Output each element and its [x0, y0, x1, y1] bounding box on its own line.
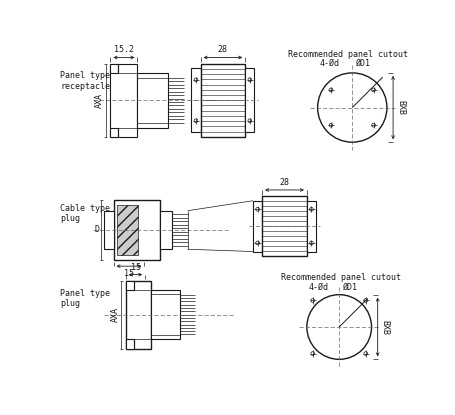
- Text: AXA: AXA: [95, 93, 104, 108]
- Text: 15.2: 15.2: [114, 45, 134, 54]
- Text: Recommended panel cutout: Recommended panel cutout: [288, 50, 408, 59]
- Bar: [113, 200, 159, 260]
- Text: 4-Ød: 4-Ød: [318, 59, 339, 68]
- Text: D: D: [94, 225, 99, 234]
- Bar: [191, 68, 200, 132]
- Bar: [306, 201, 315, 251]
- Bar: [126, 281, 150, 349]
- Bar: [200, 63, 245, 137]
- Bar: [137, 73, 168, 127]
- Bar: [110, 63, 137, 137]
- Bar: [159, 211, 172, 249]
- Bar: [116, 205, 138, 255]
- Text: ØD1: ØD1: [355, 59, 370, 68]
- Text: Panel type
receptacle: Panel type receptacle: [61, 71, 110, 91]
- Text: BXB: BXB: [395, 100, 404, 115]
- Text: 4-Ød: 4-Ød: [308, 282, 328, 291]
- Text: 28: 28: [217, 45, 228, 54]
- Text: BXB: BXB: [380, 320, 389, 334]
- Bar: [104, 211, 113, 249]
- Bar: [110, 127, 118, 137]
- Text: Recommended panel cutout: Recommended panel cutout: [280, 273, 400, 282]
- Text: 15: 15: [130, 263, 140, 271]
- Text: 28: 28: [279, 178, 289, 187]
- Text: Panel type
plug: Panel type plug: [61, 288, 110, 308]
- Bar: [262, 196, 306, 256]
- Text: Cable type
plug: Cable type plug: [61, 204, 110, 223]
- Bar: [126, 281, 133, 290]
- Text: AXA: AXA: [111, 307, 119, 322]
- Text: 15: 15: [124, 269, 134, 278]
- Bar: [253, 201, 262, 251]
- Bar: [150, 290, 179, 339]
- Bar: [245, 68, 254, 132]
- Bar: [110, 63, 118, 73]
- Bar: [126, 339, 133, 349]
- Text: ØD1: ØD1: [342, 282, 357, 291]
